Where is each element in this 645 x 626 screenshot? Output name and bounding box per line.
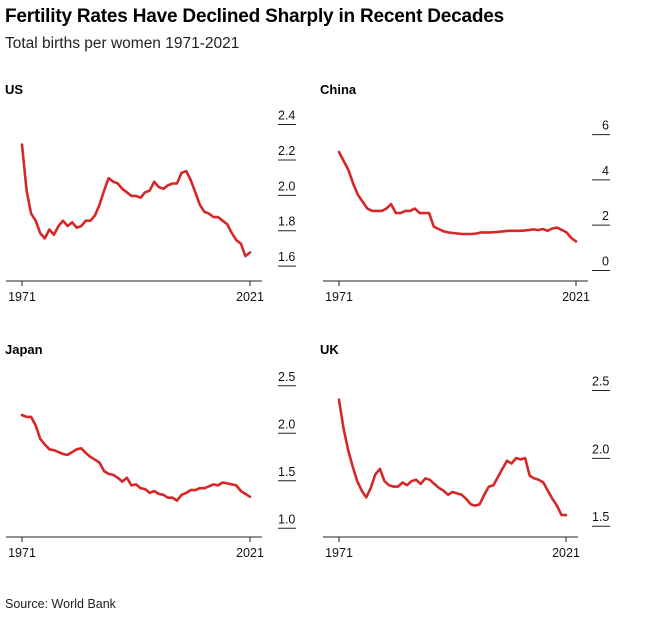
japan-y-tick-label-1.0: 1.0 — [278, 512, 295, 526]
source-note: Source: World Bank — [5, 597, 116, 611]
china-y-tick-label-0: 0 — [602, 254, 609, 268]
japan-y-tick-label-1.5: 1.5 — [278, 465, 295, 479]
uk-series-line — [337, 398, 568, 517]
us-panel-label: US — [5, 82, 23, 97]
china-x-tick-label-1971: 1971 — [325, 290, 353, 304]
uk-x-tick-label-1971: 1971 — [325, 546, 353, 560]
uk-y-tick-label-2.0: 2.0 — [592, 442, 609, 456]
us-x-tick-label-2021: 2021 — [236, 290, 264, 304]
china-y-tick-label-2: 2 — [602, 209, 609, 223]
us-x-tick-label-1971: 1971 — [8, 290, 36, 304]
us-y-tick-label-2.0: 2.0 — [278, 179, 295, 193]
china-panel-label: China — [320, 82, 357, 97]
us-y-tick-label-2.2: 2.2 — [278, 144, 295, 158]
japan-x-tick-label-2021: 2021 — [236, 546, 264, 560]
china-y-tick-label-6: 6 — [602, 119, 609, 133]
us-series-line — [20, 143, 252, 258]
us-y-tick-label-1.8: 1.8 — [278, 215, 295, 229]
uk-x-tick-label-2021: 2021 — [552, 546, 580, 560]
japan-series-line — [20, 413, 252, 502]
chart-title: Fertility Rates Have Declined Sharply in… — [5, 6, 505, 27]
japan-x-tick-label-1971: 1971 — [8, 546, 36, 560]
china-y-tick-label-4: 4 — [602, 164, 609, 178]
japan-y-tick-label-2.0: 2.0 — [278, 417, 295, 431]
china-series-line — [337, 150, 578, 243]
china-x-tick-label-2021: 2021 — [562, 290, 590, 304]
japan-panel-label: Japan — [5, 342, 43, 357]
uk-panel-label: UK — [320, 342, 339, 357]
us-y-tick-label-1.6: 1.6 — [278, 250, 295, 264]
japan-y-tick-label-2.5: 2.5 — [278, 370, 295, 384]
uk-y-tick-label-2.5: 2.5 — [592, 375, 609, 389]
chart-subtitle: Total births per women 1971-2021 — [5, 35, 240, 52]
us-y-tick-label-2.4: 2.4 — [278, 109, 295, 123]
uk-y-tick-label-1.5: 1.5 — [592, 510, 609, 524]
